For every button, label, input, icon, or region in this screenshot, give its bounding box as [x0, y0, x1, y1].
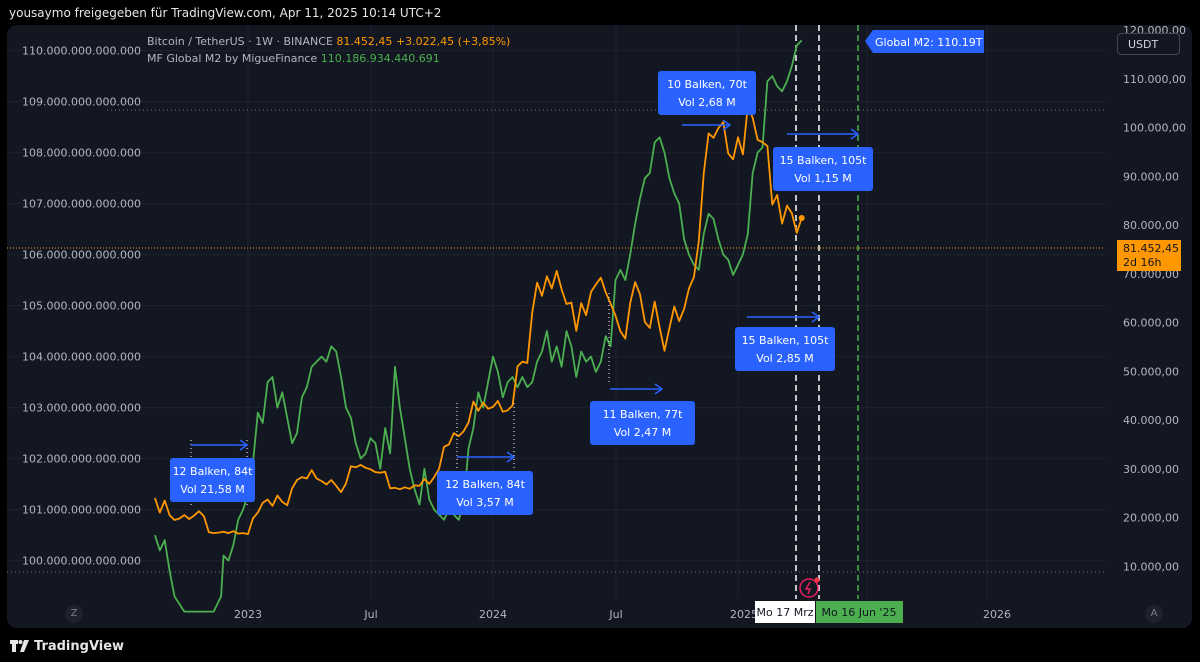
tradingview-logo-icon	[10, 640, 29, 652]
auto-scale-left-button[interactable]: Z	[65, 605, 83, 623]
right-axis-tick-label: 40.000,00	[1123, 414, 1179, 427]
range-annotation-box[interactable]	[590, 401, 695, 445]
right-axis-tick-label: 60.000,00	[1123, 317, 1179, 330]
range-annotation-label: 12 Balken, 84t	[173, 465, 254, 478]
event-dot-icon	[814, 577, 820, 583]
right-axis-tick-label: 100.000,00	[1123, 122, 1186, 135]
range-annotation-box[interactable]	[437, 471, 533, 515]
left-axis-tick-label: 107.000.000.000.000	[22, 198, 141, 211]
chart-canvas[interactable]: 110.000.000.000.000 109.000.000.000.000 10…	[7, 25, 1192, 628]
range-annotation-label: 10 Balken, 70t	[667, 78, 748, 91]
range-annotation-box[interactable]	[170, 458, 255, 502]
range-annotation-volume: Vol 2,47 M	[614, 426, 671, 439]
indicator-label: MF Global M2 by MigueFinance	[147, 52, 318, 65]
right-axis-tick-label: 20.000,00	[1123, 512, 1179, 525]
range-annotation-box[interactable]	[773, 147, 873, 191]
indicator-legend[interactable]: MF Global M2 by MigueFinance 110.186.934…	[147, 52, 440, 65]
price-change: +3.022,45 (+3,85%)	[395, 35, 511, 48]
left-axis-tick-label: 100.000.000.000.000	[22, 555, 141, 568]
date-marker-label: Mo 16 Jun '25	[822, 606, 897, 619]
btc-series-line[interactable]	[154, 105, 803, 536]
global-m2-callout-box[interactable]	[865, 30, 984, 53]
range-annotation-volume: Vol 3,57 M	[456, 496, 513, 509]
share-header: yousaymo freigegeben für TradingView.com…	[9, 6, 442, 20]
range-arrow-1-head	[239, 439, 249, 451]
right-axis-tick-label: 80.000,00	[1123, 219, 1179, 232]
range-annotation-label: 12 Balken, 84t	[445, 478, 526, 491]
right-axis-tick-label: 110.000,00	[1123, 73, 1186, 86]
range-annotation-volume: Vol 2,68 M	[678, 96, 735, 109]
main-series-legend[interactable]: Bitcoin / TetherUS · 1W · BINANCE 81.452…	[147, 35, 510, 48]
left-axis-tick-label: 105.000.000.000.000	[22, 300, 141, 313]
time-axis-tick-label: Jul	[608, 608, 622, 621]
range-arrow-3-head	[654, 383, 664, 395]
m2-series-line[interactable]	[154, 39, 803, 613]
date-marker-box	[755, 601, 815, 623]
left-axis-tick-label: 109.000.000.000.000	[22, 96, 141, 109]
brand-name: TradingView	[34, 638, 125, 654]
range-annotation-label: 11 Balken, 77t	[603, 408, 684, 421]
time-axis-tick-label: 2023	[234, 608, 262, 621]
date-marker-label: Mo 17 Mrz	[757, 606, 814, 619]
range-annotation-volume: Vol 21,58 M	[180, 483, 244, 496]
range-annotation-label: 15 Balken, 105t	[742, 334, 830, 347]
global-m2-callout-text: Global M2: 110.19T	[875, 36, 983, 49]
time-axis-tick-label: 2024	[479, 608, 507, 621]
time-axis-tick-label: 2026	[983, 608, 1011, 621]
left-axis-tick-label: 101.000.000.000.000	[22, 504, 141, 517]
left-axis-tick-label: 103.000.000.000.000	[22, 402, 141, 415]
range-annotation-box[interactable]	[658, 71, 756, 115]
price-badge: 81.452,45 2d 16h	[1117, 240, 1181, 271]
time-axis-tick-label: 2025	[730, 608, 758, 621]
right-axis-tick-label: 30.000,00	[1123, 463, 1179, 476]
time-axis-tick-label: Jul	[363, 608, 377, 621]
range-arrow-6-head	[811, 311, 821, 323]
indicator-value: 110.186.934.440.691	[320, 52, 440, 65]
range-annotation-volume: Vol 1,15 M	[794, 172, 851, 185]
symbol-label: Bitcoin / TetherUS · 1W · BINANCE	[147, 35, 333, 48]
last-price: 81.452,45	[336, 35, 393, 48]
right-axis-tick-label: 90.000,00	[1123, 170, 1179, 183]
range-annotation-box[interactable]	[735, 327, 835, 371]
left-axis-tick-label: 106.000.000.000.000	[22, 249, 141, 262]
left-axis-tick-label: 108.000.000.000.000	[22, 147, 141, 160]
right-axis-tick-label: 50.000,00	[1123, 365, 1179, 378]
event-icon[interactable]	[799, 578, 819, 598]
price-badge-countdown: 2d 16h	[1123, 256, 1162, 269]
range-annotation-volume: Vol 2,85 M	[756, 352, 813, 365]
date-marker-box	[816, 601, 903, 623]
left-axis-tick-label: 110.000.000.000.000	[22, 45, 141, 58]
range-arrow-4-head	[722, 119, 732, 131]
price-badge-value: 81.452,45	[1123, 242, 1179, 255]
left-axis-tick-label: 102.000.000.000.000	[22, 453, 141, 466]
btc-last-point	[798, 215, 805, 222]
left-axis-tick-label: 104.000.000.000.000	[22, 351, 141, 364]
range-arrow-2-head	[506, 451, 516, 463]
lightning-icon	[804, 581, 812, 595]
auto-scale-right-button[interactable]: A	[1145, 605, 1163, 623]
right-axis-tick-label: 10.000,00	[1123, 560, 1179, 573]
range-annotation-label: 15 Balken, 105t	[780, 154, 868, 167]
range-arrow-5-head	[850, 128, 860, 140]
footer: TradingView	[10, 636, 124, 656]
currency-button[interactable]: USDT	[1117, 33, 1180, 55]
right-axis-tick-label: 70.000,00	[1123, 268, 1179, 281]
chart-panel[interactable]: 110.000.000.000.000 109.000.000.000.000 10…	[7, 25, 1192, 628]
